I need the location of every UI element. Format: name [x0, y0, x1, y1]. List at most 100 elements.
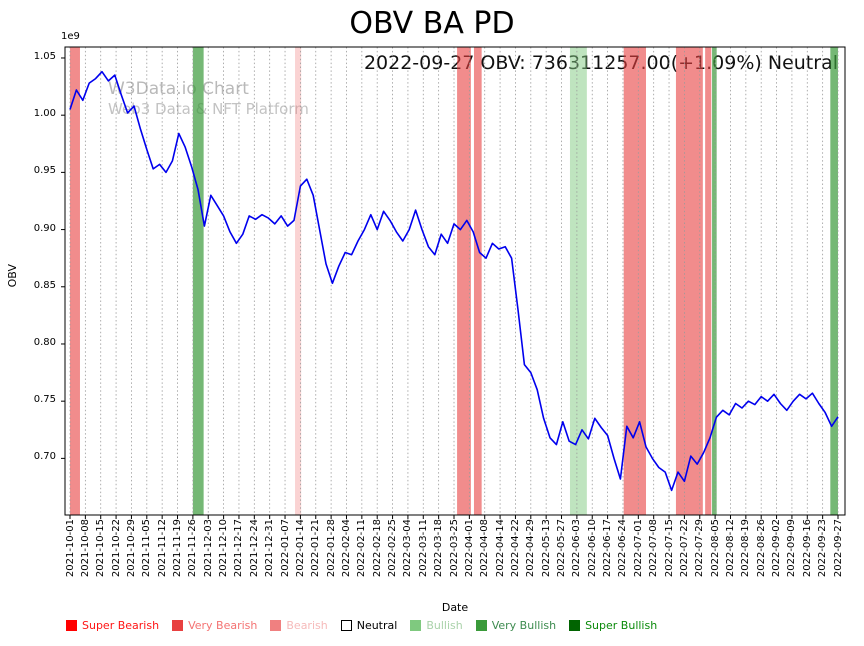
watermark-line1: W3Data.io Chart	[108, 79, 249, 99]
x-tick-label: 2022-04-29	[525, 519, 537, 578]
x-tick-label: 2022-07-01	[632, 519, 644, 578]
x-tick-label: 2022-08-12	[724, 519, 736, 578]
signal-band-bullish	[569, 47, 587, 515]
signal-band-bearish	[295, 47, 302, 515]
signal-band-very_bullish	[830, 47, 838, 515]
signal-band-very_bullish	[192, 47, 204, 515]
x-tick-label: 2022-06-10	[586, 519, 598, 578]
x-tick-label: 2021-10-29	[125, 519, 137, 578]
x-tick-label: 2022-04-22	[509, 519, 521, 578]
x-tick-label: 2022-08-05	[709, 519, 721, 578]
legend-label: Bullish	[426, 619, 463, 632]
x-tick-label: 2022-07-29	[694, 519, 706, 578]
x-tick-label: 2021-11-26	[187, 519, 199, 578]
legend-label: Super Bullish	[585, 619, 658, 632]
signal-band-very_bullish	[712, 47, 717, 515]
x-tick-label: 2021-12-24	[248, 519, 260, 578]
x-tick-label: 2022-04-01	[463, 519, 475, 578]
signal-band-very_bearish	[473, 47, 482, 515]
x-tick-label: 2022-07-08	[648, 519, 660, 578]
x-tick-label: 2022-05-13	[540, 519, 552, 578]
x-tick-label: 2022-01-14	[294, 519, 306, 578]
legend-item-super-bullish: Super Bullish	[569, 619, 657, 632]
signal-band-very_bearish	[675, 47, 703, 515]
legend-label: Neutral	[356, 619, 398, 632]
y-tick-label: 0.70	[33, 451, 56, 463]
legend-swatch-icon	[340, 620, 352, 631]
y-tick-label: 0.90	[33, 222, 56, 234]
x-tick-label: 2022-09-02	[771, 519, 783, 578]
x-tick-label: 2021-10-22	[110, 519, 122, 578]
x-tick-label: 2022-09-23	[817, 519, 829, 578]
legend-item-neutral: Neutral	[340, 619, 398, 632]
x-tick-label: 2022-08-26	[755, 519, 767, 578]
legend-item-very-bullish: Very Bullish	[475, 619, 557, 632]
y-tick-label: 0.95	[33, 165, 56, 177]
x-tick-label: 2022-02-18	[371, 519, 383, 578]
y-tick-label: 1.05	[33, 50, 56, 62]
legend-swatch-icon	[569, 620, 581, 631]
y-tick-label: 1.00	[33, 108, 56, 120]
x-tick-label: 2022-06-03	[571, 519, 583, 578]
y-tick-label: 0.75	[33, 394, 56, 406]
x-tick-label: 2021-12-17	[233, 519, 245, 578]
legend-label: Super Bearish	[82, 619, 160, 632]
x-tick-label: 2022-04-14	[494, 519, 506, 578]
chart-title: OBV BA PD	[349, 6, 515, 41]
x-tick-label: 2021-11-19	[172, 519, 184, 578]
x-tick-label: 2022-02-25	[387, 519, 399, 578]
y-tick-label: 0.85	[33, 279, 56, 291]
y-tick-labels: 1.05 1.00 0.95 0.90 0.85 0.80 0.75 0.70	[0, 0, 58, 646]
x-tick-label: 2022-08-19	[740, 519, 752, 578]
signal-band-very_bearish	[623, 47, 646, 515]
x-tick-label: 2021-12-03	[202, 519, 214, 578]
legend-item-very-bearish: Very Bearish	[172, 619, 257, 632]
x-tick-label: 2021-12-31	[264, 519, 276, 578]
legend-item-bearish: Bearish	[270, 619, 328, 632]
legend-label: Very Bearish	[188, 619, 258, 632]
legend-item-bullish: Bullish	[410, 619, 463, 632]
x-tick-label: 2022-02-11	[356, 519, 368, 578]
legend-swatch-icon	[66, 620, 77, 631]
x-tick-label: 2022-04-08	[479, 519, 491, 578]
x-tick-label: 2022-06-24	[617, 519, 629, 578]
legend: Super Bearish Very Bearish Bearish Neutral B…	[66, 619, 657, 632]
legend-label: Very Bullish	[491, 619, 557, 632]
x-tick-label: 2021-10-15	[95, 519, 107, 578]
x-tick-label: 2022-01-21	[310, 519, 322, 578]
x-tick-label: 2022-09-16	[801, 519, 813, 578]
x-tick-label: 2022-09-27	[832, 519, 844, 578]
x-tick-labels: 2021-10-01 2021-10-08 2021-10-15 2021-10-22…	[0, 519, 864, 603]
obv-line	[69, 70, 839, 492]
signal-band-very_bearish	[457, 47, 471, 515]
x-tick-label: 2021-10-08	[79, 519, 91, 578]
watermark-line2: Web3 Data & NFT Platform	[108, 100, 309, 118]
x-tick-label: 2022-06-17	[602, 519, 614, 578]
legend-swatch-icon	[410, 620, 422, 631]
legend-swatch-icon	[172, 620, 184, 631]
x-tick-label: 2021-10-01	[64, 519, 76, 578]
plot-border	[64, 46, 846, 516]
legend-swatch-icon	[270, 620, 282, 631]
x-tick-label: 2022-02-04	[340, 519, 352, 578]
x-tick-label: 2021-11-12	[156, 519, 168, 578]
y-axis-offset-label: 1e9	[61, 31, 80, 42]
signal-band-very_bearish	[705, 47, 712, 515]
legend-item-super-bearish: Super Bearish	[66, 619, 159, 632]
x-tick-label: 2022-07-15	[663, 519, 675, 578]
x-tick-label: 2021-12-10	[218, 519, 230, 578]
x-tick-label: 2022-07-22	[678, 519, 690, 578]
y-tick-label: 0.80	[33, 336, 56, 348]
x-tick-label: 2022-03-11	[417, 519, 429, 578]
legend-label: Bearish	[286, 619, 328, 632]
x-tick-label: 2022-03-04	[402, 519, 414, 578]
x-tick-label: 2022-03-25	[448, 519, 460, 578]
legend-swatch-icon	[475, 620, 487, 631]
x-tick-label: 2022-01-28	[325, 519, 337, 578]
x-tick-label: 2021-11-05	[141, 519, 153, 578]
x-axis-label: Date	[441, 601, 469, 614]
signal-band-very_bearish	[70, 47, 80, 515]
x-tick-label: 2022-09-09	[786, 519, 798, 578]
